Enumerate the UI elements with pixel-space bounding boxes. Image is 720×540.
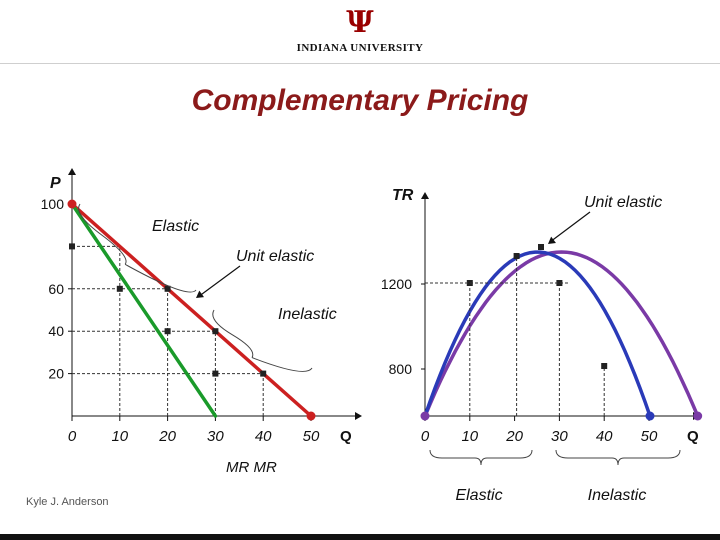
demand-line	[70, 202, 313, 418]
left-x-tick-label: 10	[111, 428, 128, 445]
university-name: INDIANA UNIVERSITY	[296, 42, 424, 54]
left-x-axis-label: Q	[340, 428, 352, 445]
right-data-point	[556, 280, 563, 286]
demand-start-point	[67, 199, 77, 209]
mr-line	[70, 202, 218, 418]
demand-end-point	[306, 411, 316, 421]
inelastic-label-bottom: Inelastic	[588, 487, 647, 504]
header-divider	[0, 63, 720, 64]
inelastic-brace	[212, 309, 313, 372]
left-y-tick-label: 100	[41, 196, 65, 212]
right-y-tick-label: 800	[389, 361, 413, 377]
left-data-point	[260, 370, 267, 377]
left-chart: 100 60 40 20 0 10 20 30 40 50 P Q Elastic Inelastic Un…	[41, 168, 362, 476]
tr-purple-end-point	[693, 411, 703, 421]
tr-blue-end-point	[645, 411, 655, 421]
right-y-tick-label: 1200	[381, 276, 412, 292]
left-data-point	[164, 285, 171, 292]
left-guide-point	[212, 370, 219, 377]
left-y-axis-label: P	[50, 175, 61, 192]
unit-elastic-arrowhead	[196, 290, 205, 298]
left-data-point	[69, 243, 75, 250]
left-y-arrow	[68, 168, 76, 175]
unit-elastic-label-left: Unit elastic	[236, 248, 314, 265]
left-x-tick-label: 0	[68, 428, 77, 445]
tr-purple-line	[423, 250, 700, 418]
tr-origin-point	[420, 411, 430, 421]
left-x-tick-label: 50	[303, 428, 320, 445]
right-x-tick-label: 30	[551, 428, 568, 445]
unit-elastic-label-right: Unit elastic	[584, 194, 662, 211]
unit-elastic-pointer	[197, 265, 241, 298]
right-data-point	[466, 280, 473, 286]
left-guide-point	[116, 285, 123, 292]
inelastic-label: Inelastic	[278, 306, 337, 323]
elastic-label: Elastic	[152, 218, 199, 235]
right-x-tick-label: 20	[505, 428, 523, 445]
inelastic-brace-bottom	[555, 449, 681, 466]
elastic-brace-bottom	[429, 449, 533, 466]
right-x-axis-label: Q	[687, 428, 699, 445]
right-y-arrow	[421, 192, 429, 199]
left-x-tick-label: 40	[255, 428, 272, 445]
right-unit-elastic-arrowhead	[548, 236, 556, 244]
left-x-tick-label: 20	[158, 428, 176, 445]
right-data-point	[601, 363, 608, 369]
iu-logo-icon: Ψ	[346, 5, 374, 40]
left-data-point	[212, 328, 219, 335]
left-y-tick-label: 20	[48, 366, 64, 382]
right-chart: 1200 800 0 10 20 30 40 50 TR Q Unit elastic Elastic…	[381, 187, 703, 504]
right-y-axis-label: TR	[392, 187, 414, 204]
header: Ψ INDIANA UNIVERSITY	[0, 0, 720, 64]
left-x-arrow	[355, 412, 362, 420]
right-x-tick-label: 40	[596, 428, 613, 445]
right-data-point	[513, 253, 520, 259]
right-x-tick-label: 0	[421, 428, 430, 445]
bottom-bar	[0, 534, 720, 540]
left-guide-point	[164, 328, 171, 335]
author-credit: Kyle J. Anderson	[26, 496, 109, 508]
left-y-tick-label: 40	[48, 323, 64, 339]
right-x-tick-label: 50	[641, 428, 658, 445]
elastic-label-bottom: Elastic	[455, 487, 502, 504]
left-x-tick-label: 30	[207, 428, 224, 445]
left-y-tick-label: 60	[48, 281, 64, 297]
slide-title: Complementary Pricing	[191, 84, 529, 117]
elastic-brace	[78, 203, 197, 293]
right-x-tick-label: 10	[461, 428, 478, 445]
mr-label: MR MR	[226, 459, 277, 476]
tr-blue-line	[423, 250, 652, 418]
right-peak-point	[538, 244, 544, 250]
right-unit-elastic-pointer	[549, 211, 591, 243]
